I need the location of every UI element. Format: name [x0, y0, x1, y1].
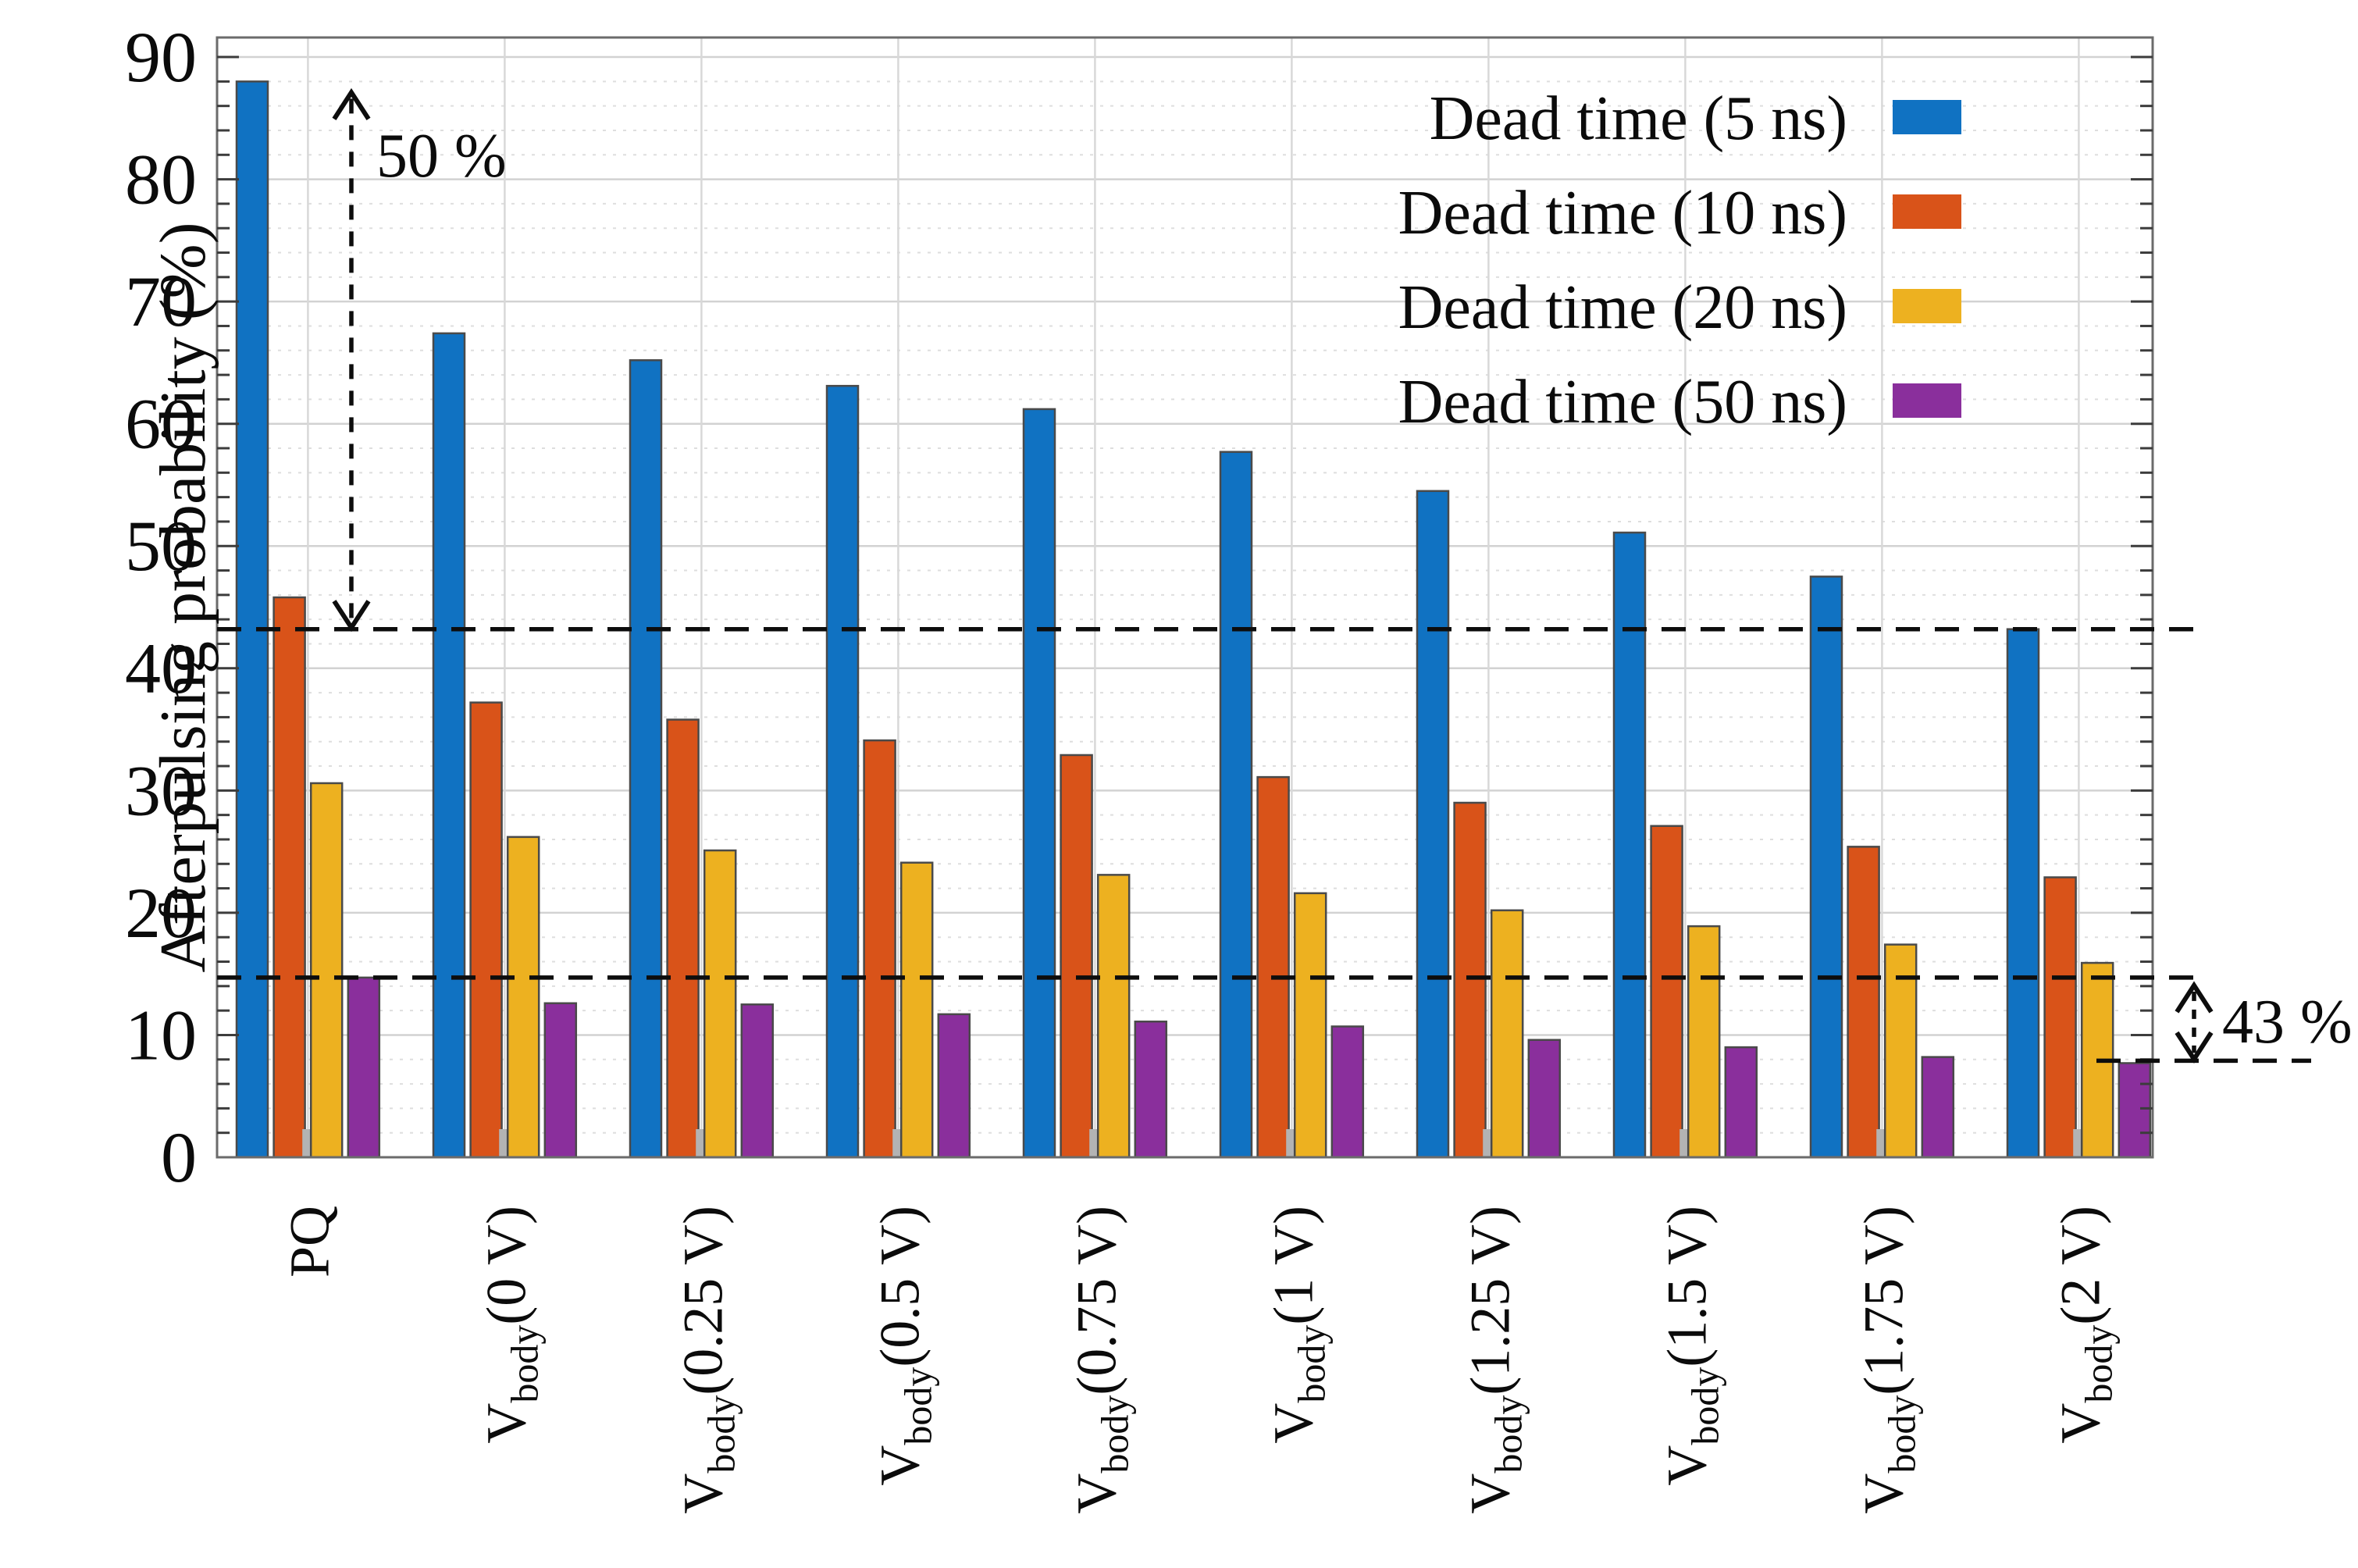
bar — [2043, 876, 2077, 1159]
y-tick-label: 50 — [125, 506, 197, 586]
bar — [1724, 1046, 1758, 1159]
y-tick-label: 80 — [125, 140, 197, 219]
bar — [629, 359, 663, 1159]
x-tick-label: Vbody(0.75 V) — [1065, 1206, 1136, 1514]
bar — [1060, 754, 1093, 1159]
bar — [1416, 490, 1450, 1159]
legend-swatch — [1893, 194, 1961, 229]
arrowhead — [332, 600, 371, 633]
bar — [309, 782, 344, 1159]
arrowhead — [2175, 981, 2214, 1014]
bar — [1527, 1039, 1562, 1159]
bar — [863, 739, 896, 1159]
bar — [347, 976, 381, 1159]
bar — [937, 1013, 971, 1159]
x-tick-label: Vbody(1.25 V) — [1459, 1206, 1530, 1514]
y-tick-label: 90 — [125, 17, 197, 97]
bar — [543, 1002, 578, 1159]
legend-label: Dead time (20 ns) — [1398, 273, 1847, 342]
plot-frame — [215, 36, 2154, 1159]
bar — [506, 836, 540, 1159]
y-axis-label: Afterpulsing probability (%) — [147, 222, 219, 972]
y-tick-label: 70 — [125, 262, 197, 341]
legend-swatch — [1893, 383, 1961, 418]
bar — [899, 861, 934, 1159]
x-tick-label: Vbody(0.25 V) — [671, 1206, 743, 1514]
y-tick-label: 0 — [161, 1117, 197, 1197]
y-tick-label: 60 — [125, 384, 197, 464]
bar — [1809, 576, 1843, 1159]
legend-label: Dead time (5 ns) — [1430, 84, 1847, 153]
x-tick-label: Vbody(1.75 V) — [1852, 1206, 1923, 1514]
bar — [1687, 925, 1721, 1159]
bar — [825, 384, 860, 1159]
x-tick-label: Vbody(0 V) — [475, 1206, 546, 1444]
arrowhead — [2175, 1031, 2214, 1064]
legend-label: Dead time (10 ns) — [1398, 179, 1847, 248]
x-tick-label: Vbody(0.5 V) — [868, 1206, 939, 1486]
legend-swatch — [1893, 289, 1961, 323]
bar — [1847, 846, 1880, 1159]
bar — [469, 701, 503, 1159]
bar — [1219, 451, 1253, 1159]
bar — [1256, 775, 1290, 1159]
annotation-label: 50 % — [376, 122, 507, 191]
bar — [1612, 531, 1647, 1159]
bar — [1453, 801, 1487, 1159]
x-tick-label: Vbody(2 V) — [2049, 1206, 2120, 1444]
y-tick-label: 30 — [125, 750, 197, 830]
bar — [1883, 943, 1918, 1159]
bar — [1921, 1056, 1955, 1159]
bar — [1293, 892, 1327, 1159]
bar — [1490, 909, 1524, 1159]
y-tick-label: 40 — [125, 629, 197, 708]
y-tick-label: 20 — [125, 873, 197, 953]
bar — [432, 332, 466, 1159]
bar — [2118, 1062, 2152, 1159]
bar — [235, 80, 269, 1159]
bar — [1134, 1020, 1168, 1159]
bar — [1650, 825, 1683, 1159]
bar — [740, 1003, 775, 1159]
bar — [1096, 874, 1131, 1159]
y-tick-label: 10 — [125, 995, 197, 1074]
legend-swatch — [1893, 100, 1961, 134]
x-tick-label: Vbody(1 V) — [1262, 1206, 1333, 1444]
bar — [703, 849, 737, 1159]
bar — [2006, 628, 2040, 1159]
arrowhead — [332, 87, 371, 120]
x-tick-label: PQ — [278, 1206, 340, 1278]
legend-label: Dead time (50 ns) — [1398, 368, 1847, 437]
x-tick-label: Vbody(1.5 V) — [1655, 1206, 1726, 1486]
bar — [1022, 408, 1056, 1159]
annotation-label: 43 % — [2222, 988, 2353, 1057]
bar — [666, 718, 700, 1159]
bar — [272, 596, 306, 1159]
bar — [1330, 1025, 1365, 1159]
